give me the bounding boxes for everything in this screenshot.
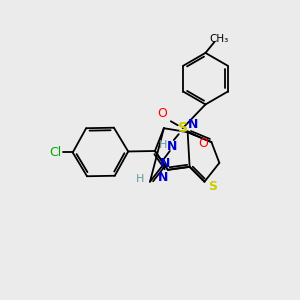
Text: N: N (188, 118, 198, 131)
Text: CH₃: CH₃ (210, 34, 229, 44)
Text: N: N (158, 171, 168, 184)
Text: H: H (159, 140, 167, 150)
Text: O: O (157, 107, 167, 120)
Text: H: H (136, 174, 144, 184)
Text: S: S (208, 180, 217, 193)
Text: Cl: Cl (49, 146, 61, 159)
Text: O: O (199, 136, 208, 150)
Text: S: S (178, 121, 188, 135)
Text: N: N (167, 140, 177, 152)
Text: N: N (160, 158, 170, 170)
